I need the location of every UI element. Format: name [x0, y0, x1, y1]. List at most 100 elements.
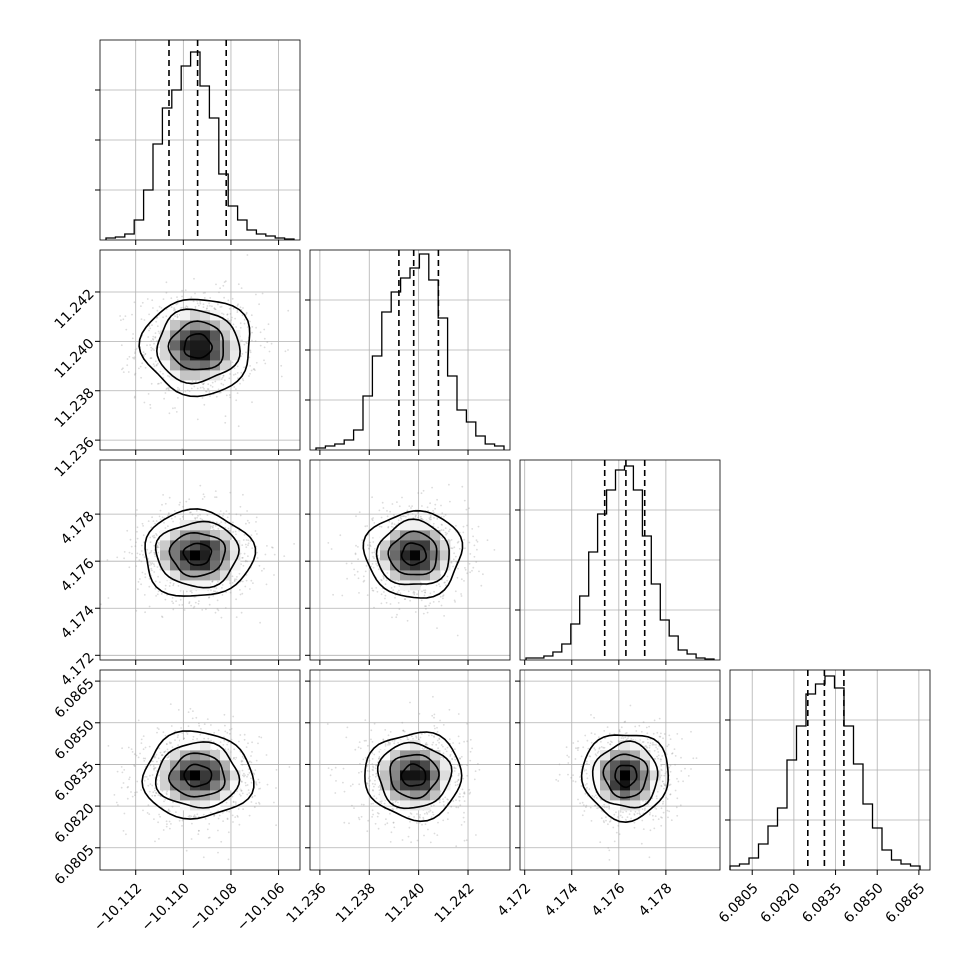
sample-point [381, 517, 383, 519]
sample-point [217, 581, 219, 583]
density-cell [190, 750, 200, 760]
sample-point [384, 598, 386, 600]
sample-point [370, 739, 372, 741]
sample-point [383, 578, 385, 580]
sample-point [217, 852, 219, 854]
sample-point [180, 727, 182, 729]
sample-point [421, 505, 423, 507]
sample-point [247, 742, 249, 744]
sample-point [443, 752, 445, 754]
sample-point [464, 567, 466, 569]
sample-point [156, 754, 158, 756]
sample-point [123, 782, 125, 784]
sample-point [426, 812, 428, 814]
sample-point [432, 510, 434, 512]
sample-point [458, 773, 460, 775]
sample-point [368, 785, 370, 787]
sample-point [241, 612, 243, 614]
sample-point [202, 498, 204, 500]
sample-point [446, 798, 448, 800]
sample-point [394, 523, 396, 525]
sample-point [378, 758, 380, 760]
sample-point [251, 332, 253, 334]
sample-point [244, 319, 246, 321]
sample-point [153, 818, 155, 820]
sample-point [232, 796, 234, 798]
sample-point [367, 820, 369, 822]
sample-point [149, 325, 151, 327]
sample-point [225, 280, 227, 282]
sample-point [433, 725, 435, 727]
sample-point [116, 802, 118, 804]
sample-point [248, 375, 250, 377]
sample-point [386, 510, 388, 512]
sample-point [244, 553, 246, 555]
sample-point [234, 367, 236, 369]
sample-point [161, 593, 163, 595]
sample-point [350, 785, 352, 787]
sample-point [424, 592, 426, 594]
sample-point [251, 801, 253, 803]
sample-point [136, 755, 138, 757]
sample-point [168, 388, 170, 390]
sample-point [411, 735, 413, 737]
sample-point [374, 548, 376, 550]
sample-point [135, 515, 137, 517]
sample-point [271, 546, 273, 548]
sample-point [229, 394, 231, 396]
sample-point [177, 744, 179, 746]
sample-point [409, 821, 411, 823]
sample-point [379, 526, 381, 528]
sample-point [226, 811, 228, 813]
panel-3-3 [725, 670, 930, 875]
sample-point [430, 805, 432, 807]
sample-point [208, 823, 210, 825]
sample-point [463, 741, 465, 743]
sample-point [166, 281, 168, 283]
sample-point [655, 744, 657, 746]
sample-point [409, 600, 411, 602]
sample-point [251, 547, 253, 549]
sample-point [201, 609, 203, 611]
sample-point [606, 806, 608, 808]
sample-point [164, 799, 166, 801]
sample-point [134, 356, 136, 358]
sample-point [228, 859, 230, 861]
sample-point [408, 816, 410, 818]
sample-point [257, 557, 259, 559]
sample-point [145, 367, 147, 369]
sample-point [364, 740, 366, 742]
sample-point [400, 517, 402, 519]
sample-point [287, 310, 289, 312]
sample-point [246, 746, 248, 748]
sample-point [239, 824, 241, 826]
sample-point [407, 510, 409, 512]
sample-point [221, 383, 223, 385]
sample-point [227, 818, 229, 820]
sample-point [185, 501, 187, 503]
sample-point [140, 366, 142, 368]
sample-point [172, 585, 174, 587]
panel-2-2 [515, 460, 720, 665]
sample-point [421, 733, 423, 735]
density-cell [200, 800, 210, 810]
sample-point [358, 592, 360, 594]
sample-point [184, 307, 186, 309]
sample-point [114, 794, 116, 796]
sample-point [465, 569, 467, 571]
sample-point [466, 572, 468, 574]
sample-point [232, 821, 234, 823]
sample-point [437, 731, 439, 733]
sample-point [203, 306, 205, 308]
sample-point [124, 813, 126, 815]
sample-point [228, 831, 230, 833]
sample-point [185, 391, 187, 393]
density-cell [190, 370, 200, 380]
sample-point [227, 313, 229, 315]
sample-point [397, 802, 399, 804]
sample-point [158, 542, 160, 544]
sample-point [230, 537, 232, 539]
sample-point [458, 736, 460, 738]
sample-point [191, 592, 193, 594]
sample-point [141, 742, 143, 744]
